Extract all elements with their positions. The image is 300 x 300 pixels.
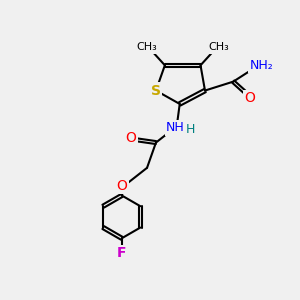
Text: S: S (151, 84, 161, 98)
Text: NH: NH (166, 121, 184, 134)
Text: O: O (125, 131, 136, 145)
Text: NH₂: NH₂ (250, 59, 273, 72)
Text: H: H (185, 123, 195, 136)
Text: O: O (244, 91, 255, 105)
Text: CH₃: CH₃ (137, 43, 158, 52)
Text: F: F (117, 246, 127, 260)
Text: CH₃: CH₃ (208, 43, 229, 52)
Text: O: O (116, 179, 127, 193)
